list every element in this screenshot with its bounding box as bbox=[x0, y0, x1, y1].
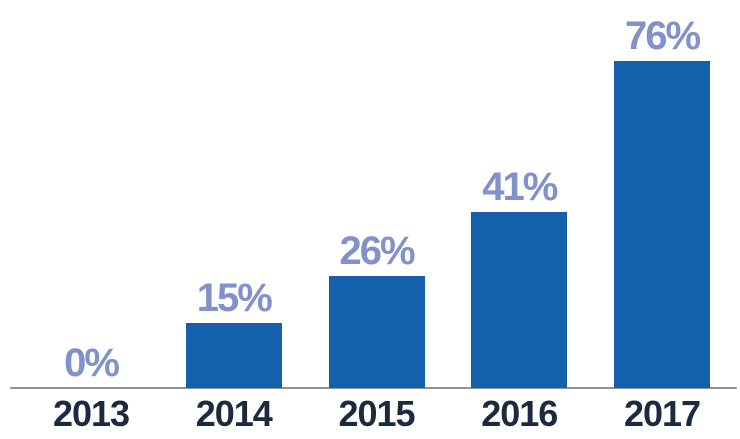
bar-value-label: 0% bbox=[64, 341, 120, 385]
bar-column: 76% 2017 bbox=[614, 0, 710, 434]
bar-value-label: 76% bbox=[624, 14, 701, 58]
bar bbox=[185, 323, 282, 388]
x-axis-tick-label: 2013 bbox=[52, 393, 130, 434]
bar-slot: 26% bbox=[328, 0, 425, 388]
bar-value-label: 15% bbox=[196, 276, 273, 320]
bar-column: 26% 2015 bbox=[328, 0, 425, 434]
x-axis-tick-label: 2015 bbox=[338, 393, 415, 434]
bar-column: 15% 2014 bbox=[185, 0, 282, 434]
x-axis-tick-label: 2017 bbox=[623, 393, 701, 434]
x-axis-tick-label: 2016 bbox=[481, 393, 558, 434]
bar-column: 41% 2016 bbox=[471, 0, 568, 434]
bar-value-label: 26% bbox=[339, 229, 415, 273]
bar bbox=[328, 276, 425, 388]
x-axis-line bbox=[10, 387, 737, 389]
bar-slot: 15% bbox=[185, 0, 282, 388]
bar bbox=[471, 212, 568, 388]
x-axis-tick-label: 2014 bbox=[195, 393, 273, 434]
bar-slot: 76% bbox=[614, 0, 710, 388]
bar-column: 0% 2013 bbox=[43, 0, 139, 434]
plot-area: 0% 2013 15% 2014 26% 2015 41% 2016 76% 2017 bbox=[43, 0, 710, 434]
bar-value-label: 41% bbox=[482, 165, 558, 209]
bar-slot: 0% bbox=[43, 0, 139, 388]
bar bbox=[614, 61, 710, 388]
bar-slot: 41% bbox=[471, 0, 568, 388]
